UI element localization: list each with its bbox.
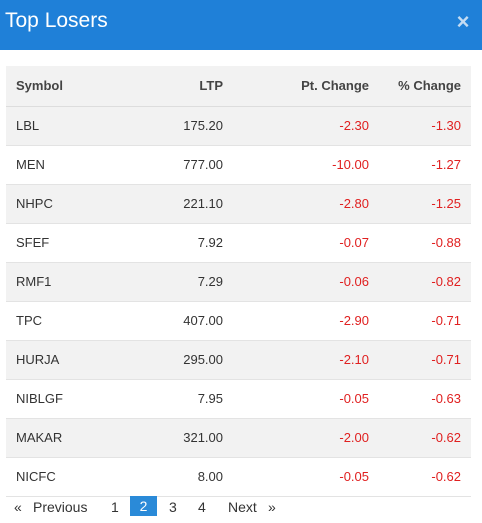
table-row[interactable]: NHPC 221.10 -2.80 -1.25 [6,184,471,224]
pt-change-cell: -2.80 [233,184,379,224]
pct-change-cell: -0.62 [379,457,471,497]
symbol-cell: NIBLGF [6,379,121,419]
table-header-row: Symbol LTP Pt. Change % Change [6,66,471,107]
ltp-cell: 175.20 [121,106,233,146]
table-row[interactable]: NICFC 8.00 -0.05 -0.62 [6,457,471,497]
page-link-2-active[interactable]: 2 [130,496,157,516]
ltp-cell: 407.00 [121,301,233,341]
symbol-cell: SFEF [6,223,121,263]
symbol-cell: HURJA [6,340,121,380]
column-header-symbol[interactable]: Symbol [6,66,121,107]
column-header-pt-change[interactable]: Pt. Change [233,66,379,107]
ltp-cell: 295.00 [121,340,233,380]
modal-header: Top Losers × [0,0,482,50]
pct-change-cell: -0.63 [379,379,471,419]
ltp-cell: 8.00 [121,457,233,497]
page-link-4[interactable]: 4 [198,499,206,515]
table-row[interactable]: MAKAR 321.00 -2.00 -0.62 [6,418,471,458]
table-row[interactable]: HURJA 295.00 -2.10 -0.71 [6,340,471,380]
symbol-cell: MEN [6,145,121,185]
column-header-pct-change[interactable]: % Change [379,66,471,107]
pt-change-cell: -2.00 [233,418,379,458]
symbol-cell: NHPC [6,184,121,224]
ltp-cell: 321.00 [121,418,233,458]
column-header-ltp[interactable]: LTP [121,66,233,107]
table-row[interactable]: MEN 777.00 -10.00 -1.27 [6,145,471,185]
close-icon[interactable]: × [456,9,470,34]
pct-change-cell: -1.27 [379,145,471,185]
pct-change-cell: -0.82 [379,262,471,302]
pt-change-cell: -2.30 [233,106,379,146]
symbol-cell: TPC [6,301,121,341]
losers-table-container: Symbol LTP Pt. Change % Change LBL 175.2… [6,66,471,497]
pt-change-cell: -10.00 [233,145,379,185]
pct-change-cell: -0.62 [379,418,471,458]
next-page-link[interactable]: Next [228,499,257,515]
pct-change-cell: -1.25 [379,184,471,224]
pt-change-cell: -0.05 [233,379,379,419]
pct-change-cell: -0.71 [379,301,471,341]
ltp-cell: 7.95 [121,379,233,419]
table-row[interactable]: NIBLGF 7.95 -0.05 -0.63 [6,379,471,419]
table-row[interactable]: SFEF 7.92 -0.07 -0.88 [6,223,471,263]
pt-change-cell: -2.90 [233,301,379,341]
page-link-1[interactable]: 1 [111,499,119,515]
symbol-cell: MAKAR [6,418,121,458]
last-page-icon[interactable]: » [268,499,276,515]
page-link-3[interactable]: 3 [169,499,177,515]
first-page-icon[interactable]: « [14,499,22,515]
table-row[interactable]: TPC 407.00 -2.90 -0.71 [6,301,471,341]
ltp-cell: 777.00 [121,145,233,185]
pt-change-cell: -0.07 [233,223,379,263]
pagination: « Previous 1 2 3 4 Next » [0,496,300,518]
symbol-cell: RMF1 [6,262,121,302]
symbol-cell: LBL [6,106,121,146]
pt-change-cell: -2.10 [233,340,379,380]
ltp-cell: 221.10 [121,184,233,224]
symbol-cell: NICFC [6,457,121,497]
pct-change-cell: -0.88 [379,223,471,263]
modal-title: Top Losers [5,9,108,32]
ltp-cell: 7.92 [121,223,233,263]
pct-change-cell: -1.30 [379,106,471,146]
table-body: LBL 175.20 -2.30 -1.30 MEN 777.00 -10.00… [6,106,471,497]
ltp-cell: 7.29 [121,262,233,302]
pct-change-cell: -0.71 [379,340,471,380]
table-row[interactable]: RMF1 7.29 -0.06 -0.82 [6,262,471,302]
losers-table: Symbol LTP Pt. Change % Change LBL 175.2… [6,66,471,497]
pt-change-cell: -0.05 [233,457,379,497]
previous-page-link[interactable]: Previous [33,499,88,515]
pt-change-cell: -0.06 [233,262,379,302]
table-row[interactable]: LBL 175.20 -2.30 -1.30 [6,106,471,146]
